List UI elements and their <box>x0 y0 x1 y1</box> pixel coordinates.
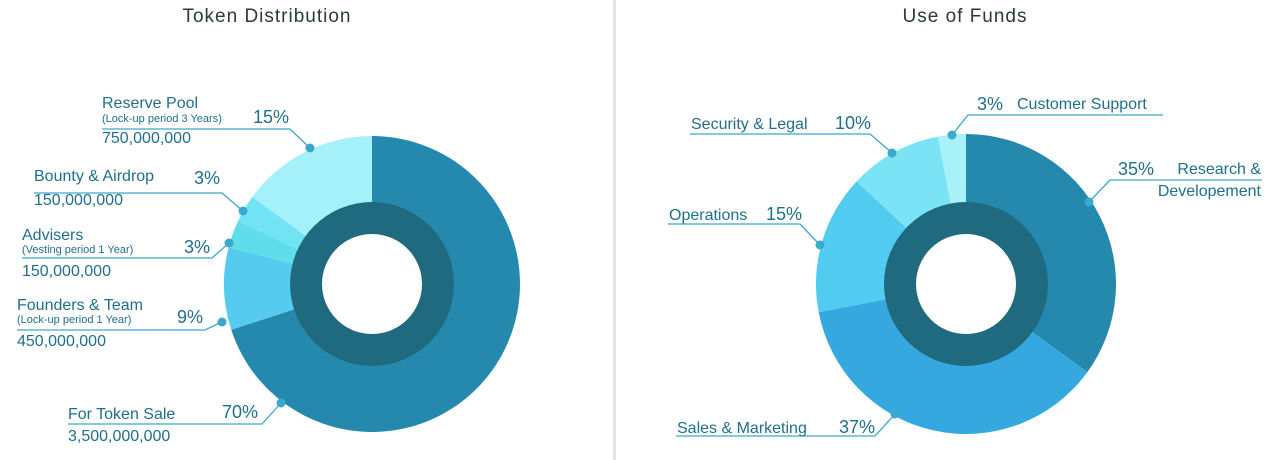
label-for-token-sale: For Token Sale <box>68 406 175 423</box>
panel-divider <box>613 0 616 460</box>
amount-reserve-pool: 750,000,000 <box>102 130 191 147</box>
label-reserve-pool: Reserve Pool <box>102 95 198 112</box>
leader-dot-customer-support <box>947 130 957 140</box>
amount-founders-team: 450,000,000 <box>17 333 106 350</box>
label-sales-marketing: Sales & Marketing <box>677 420 807 437</box>
label-customer-support: Customer Support <box>1017 96 1147 113</box>
amount-for-token-sale: 3,500,000,000 <box>68 428 170 445</box>
leader-line-research-developement <box>1088 179 1262 203</box>
label-founders-team: Founders & Team <box>17 297 143 314</box>
leader-line-founders-team <box>17 321 223 331</box>
value-label-founders-team: 9% <box>177 307 203 327</box>
value-label-sales-marketing: 37% <box>839 417 875 437</box>
label-research-developement-line2: Developement <box>1158 183 1262 200</box>
leader-dot-operations <box>815 240 825 250</box>
leader-dot-security-legal <box>887 148 897 158</box>
leader-dot-advisers <box>224 238 234 248</box>
donut-hole <box>322 234 422 334</box>
leader-dot-for-token-sale <box>276 398 286 408</box>
value-label-bounty-airdrop: 3% <box>194 168 220 188</box>
label-security-legal: Security & Legal <box>691 116 808 133</box>
value-label-advisers: 3% <box>184 237 210 257</box>
leader-line-customer-support <box>951 114 1163 136</box>
leader-line-operations <box>668 223 821 246</box>
leader-line-for-token-sale <box>68 402 282 425</box>
label-operations: Operations <box>669 207 747 224</box>
donut-chart-1: For Token Sale 70% 3,500,000,000 Founders &… <box>17 95 520 445</box>
token-distribution-title: Token Distribution <box>182 6 352 27</box>
value-label-security-legal: 10% <box>835 113 871 133</box>
leader-dot-sales-marketing <box>890 409 900 419</box>
leader-line-reserve-pool <box>102 128 311 149</box>
leader-line-security-legal <box>690 133 893 154</box>
label-advisers: Advisers <box>22 227 83 244</box>
leader-line-sales-marketing <box>676 413 896 437</box>
leader-line-bounty-airdrop <box>34 192 244 212</box>
use-of-funds-title: Use of Funds <box>902 6 1028 27</box>
leader-dot-research-developement <box>1084 197 1094 207</box>
value-label-operations: 15% <box>766 204 802 224</box>
amount-advisers: 150,000,000 <box>22 263 111 280</box>
note-reserve-pool: (Lock-up period 3 Years) <box>102 113 222 125</box>
label-bounty-airdrop: Bounty & Airdrop <box>34 168 154 185</box>
value-label-reserve-pool: 15% <box>253 107 289 127</box>
label-research-developement: Research & <box>1177 161 1261 178</box>
value-label-research-developement: 35% <box>1118 159 1154 179</box>
leader-line-advisers <box>22 242 230 259</box>
note-founders-team: (Lock-up period 1 Year) <box>17 314 131 326</box>
value-label-for-token-sale: 70% <box>222 402 258 422</box>
value-label-customer-support: 3% <box>977 94 1003 114</box>
note-advisers: (Vesting period 1 Year) <box>22 244 133 256</box>
leader-dot-reserve-pool <box>305 143 315 153</box>
amount-bounty-airdrop: 150,000,000 <box>34 192 123 209</box>
donut-hole <box>916 234 1016 334</box>
leader-dot-bounty-airdrop <box>238 206 248 216</box>
leader-dot-founders-team <box>217 317 227 327</box>
